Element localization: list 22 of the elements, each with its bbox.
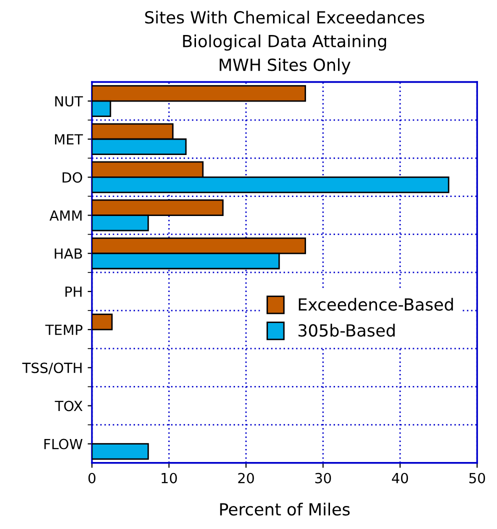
y-tick-label: NUT	[55, 96, 83, 107]
y-tick-label: FLOW	[44, 438, 82, 450]
x-tick-label: 30	[315, 472, 331, 484]
x-tick-label: 0	[88, 472, 96, 484]
x-tick-label: 50	[469, 472, 486, 484]
legend-label: 305b-Based	[298, 324, 395, 337]
legend-label: Exceedence-Based	[298, 298, 453, 311]
y-tick-label: AMM	[50, 210, 82, 221]
x-tick-label: 40	[392, 472, 408, 484]
y-tick-label: DO	[62, 172, 82, 183]
bar	[92, 314, 113, 330]
x-tick-label: 20	[238, 472, 254, 484]
x-tick-label: 10	[162, 472, 177, 484]
y-tick-label: MET	[55, 134, 83, 144]
y-tick-label: TEMP	[45, 324, 82, 335]
chart-title: Sites With Chemical Exceedances Biological Data Attaining MWH Sites Only	[145, 10, 424, 74]
x-axis-title: Percent of Miles	[220, 502, 350, 516]
y-tick-label: TSS/OTH	[22, 362, 82, 374]
bar	[92, 443, 149, 460]
y-tick-label: TOX	[54, 400, 82, 412]
y-tick-label: PH	[65, 286, 82, 297]
y-tick-label: HAB	[54, 248, 82, 259]
